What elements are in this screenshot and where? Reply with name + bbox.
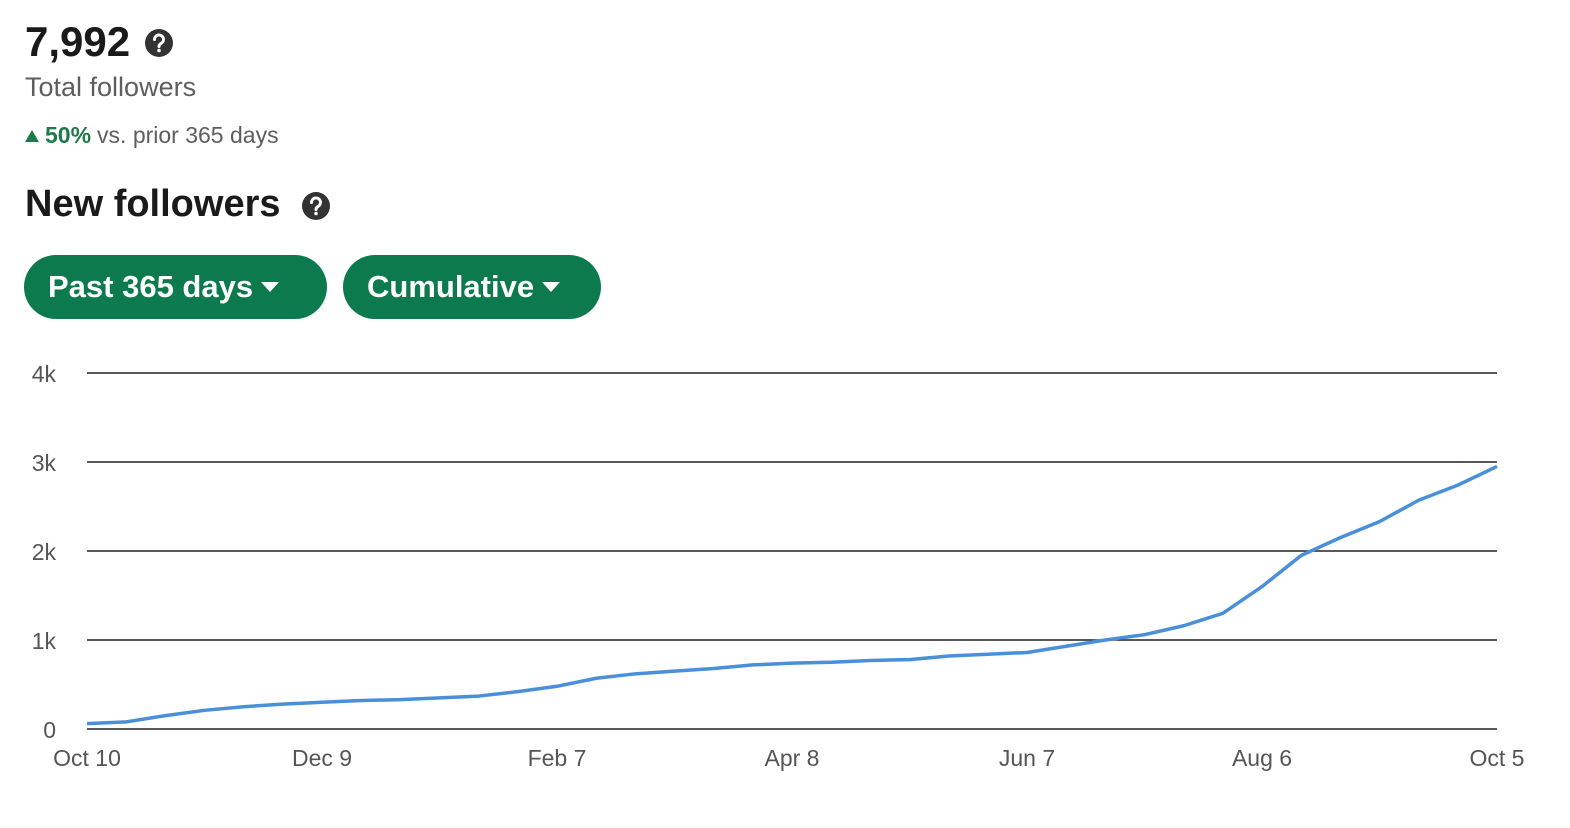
total-followers: 7,992	[25, 18, 131, 65]
total-label: Total followers	[25, 72, 197, 102]
section-title: New followers	[25, 183, 281, 225]
caret	[542, 282, 561, 292]
dropdown-label: Cumulative	[367, 269, 535, 304]
x-tick-label: Aug 6	[1232, 745, 1292, 771]
y-tick-label: 4k	[32, 361, 57, 387]
y-tick-label: 2k	[32, 539, 57, 565]
y-tick-label: 0	[43, 717, 56, 743]
y-tick-label: 1k	[32, 628, 57, 654]
x-tick-label: Oct 5	[1470, 745, 1525, 771]
x-tick-label: Oct 10	[53, 745, 121, 771]
y-tick-label: 3k	[32, 450, 57, 476]
help-icon[interactable]	[144, 28, 174, 58]
x-tick-label: Jun 7	[999, 745, 1055, 771]
change-label: vs. prior 365 days	[97, 122, 279, 148]
help-icon[interactable]	[301, 191, 331, 221]
x-tick-label: Apr 8	[765, 745, 820, 771]
range-dropdown[interactable]: Past 365 days	[24, 255, 327, 319]
change-row: 50% vs. prior 365 days	[25, 122, 279, 149]
mode-dropdown[interactable]: Cumulative	[343, 255, 601, 319]
x-tick-label: Feb 7	[528, 745, 587, 771]
line	[86, 464, 1498, 726]
up-arrow	[25, 129, 39, 142]
caret	[261, 282, 280, 292]
change-value: 50%	[45, 122, 92, 148]
x-tick-label: Dec 9	[292, 745, 352, 771]
dropdown-label: Past 365 days	[48, 269, 254, 304]
